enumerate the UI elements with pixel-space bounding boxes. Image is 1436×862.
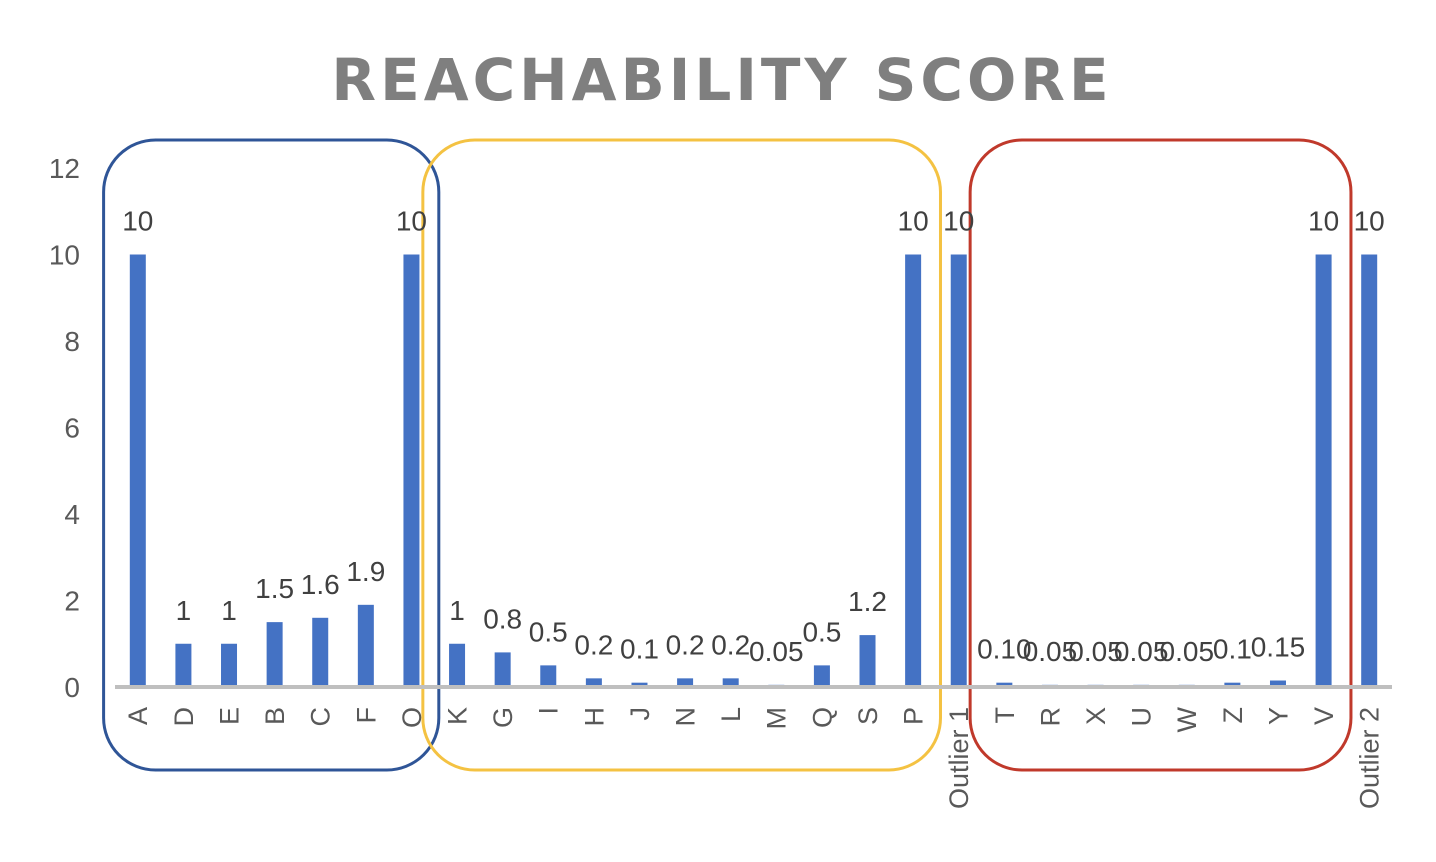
data-label: 10 [396,206,427,237]
x-tick-label: Outlier 2 [1355,707,1385,809]
x-tick-label: F [351,707,381,724]
bar [813,665,830,687]
x-tick-label: E [214,707,244,725]
chart-title: REACHABILITY SCORE [331,46,1112,114]
x-axis-ticks: A D E B C F O K G I H J N L M Q S P Outlier 1 T R X U W Z Y V Outli… [123,706,1384,809]
x-tick-label: W [1172,706,1202,732]
y-tick-label: 8 [64,326,80,357]
data-label: 0.1 [620,634,659,665]
bar [722,678,739,687]
group-boxes [102,138,1353,772]
group-outline [421,138,942,772]
bar [540,665,557,687]
data-label: 1 [221,595,237,626]
data-label: 0.2 [711,629,750,660]
x-tick-label: Y [1263,707,1293,725]
data-label: 10 [898,206,929,237]
bar [449,643,466,687]
data-label: 1 [176,595,192,626]
x-tick-label: J [625,707,655,721]
bar [129,254,146,687]
data-label: 1.6 [301,569,340,600]
data-label: 0.1 [1213,634,1252,665]
bar [221,643,238,687]
bar [357,604,374,687]
x-tick-label: C [306,707,336,727]
x-tick-label: V [1309,707,1339,725]
bar [631,682,648,687]
bar [1224,682,1241,687]
x-tick-label: U [1127,707,1157,727]
data-label: 0.5 [802,616,841,647]
data-label: 0.05 [1160,636,1215,667]
bar [677,678,694,687]
bar [494,652,511,687]
y-tick-label: 2 [64,586,80,617]
group-outline [102,138,441,772]
y-tick-label: 12 [49,153,80,184]
bars [129,254,1378,687]
bar [312,617,329,687]
bar [403,254,420,687]
y-tick-label: 0 [64,672,80,703]
y-tick-label: 10 [49,240,80,271]
x-tick-label: G [488,707,518,728]
data-label: 0.15 [1251,632,1306,663]
data-label: 1.5 [255,573,294,604]
y-axis-ticks: 0 2 4 6 8 10 12 [49,153,80,703]
x-tick-label: H [579,707,609,727]
data-label: 0.8 [483,603,522,634]
x-tick-label: Z [1218,707,1248,724]
x-tick-label: Outlier 1 [944,707,974,809]
x-tick-label: R [1035,707,1065,727]
bar [905,254,922,687]
bar [585,678,602,687]
x-tick-label: N [671,707,701,727]
x-tick-label: D [169,707,199,727]
x-tick-label: O [397,707,427,728]
bar [996,682,1013,687]
data-label: 0.05 [1023,636,1078,667]
data-label: 1.2 [848,586,887,617]
bar [950,254,967,687]
data-label: 0.2 [574,629,613,660]
x-tick-label: T [990,707,1020,724]
x-tick-label: K [443,707,473,725]
bar [1269,680,1286,687]
data-label: 0.05 [1114,636,1169,667]
data-label: 0.05 [1068,636,1123,667]
bar [1315,254,1332,687]
y-tick-label: 4 [64,499,80,530]
x-tick-label: Q [807,707,837,728]
x-tick-label: B [260,707,290,725]
x-tick-label: A [123,707,153,725]
x-tick-label: L [716,707,746,722]
bar [266,622,283,687]
data-label: 10 [943,206,974,237]
data-label: 0.2 [666,629,705,660]
x-tick-label: I [534,707,564,715]
data-label: 0.10 [977,634,1032,665]
data-label: 0.05 [749,636,804,667]
data-label: 10 [122,206,153,237]
group-outline [968,138,1353,772]
x-tick-label: S [853,707,883,725]
x-tick-label: M [762,707,792,730]
data-label: 10 [1354,206,1385,237]
x-tick-label: X [1081,707,1111,725]
bar [175,643,192,687]
data-label: 0.5 [529,616,568,647]
y-tick-label: 6 [64,413,80,444]
data-label: 1 [449,595,465,626]
bar [859,635,876,687]
data-label: 10 [1308,206,1339,237]
x-tick-label: P [899,707,929,725]
data-label: 1.9 [346,556,385,587]
bar [1361,254,1378,687]
